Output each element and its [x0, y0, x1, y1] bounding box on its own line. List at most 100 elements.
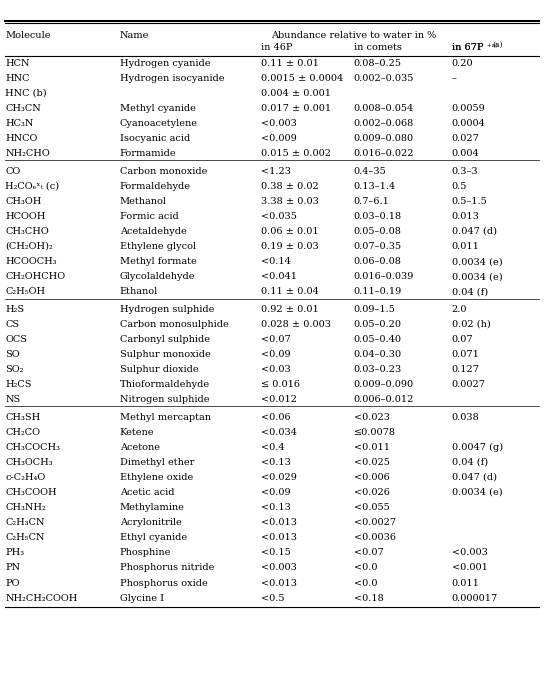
Text: Hydrogen sulphide: Hydrogen sulphide: [120, 305, 214, 314]
Text: 0.015 ± 0.002: 0.015 ± 0.002: [261, 149, 331, 158]
Text: 0.0027: 0.0027: [452, 380, 485, 389]
Text: 0.7–6.1: 0.7–6.1: [354, 197, 390, 206]
Text: <0.13: <0.13: [261, 458, 291, 466]
Text: NH₂CH₂COOH: NH₂CH₂COOH: [5, 593, 78, 602]
Text: Phosphorus nitride: Phosphorus nitride: [120, 563, 214, 572]
Text: 0.013: 0.013: [452, 212, 479, 221]
Text: 0.016–0.039: 0.016–0.039: [354, 272, 414, 281]
Text: <0.15: <0.15: [261, 548, 291, 557]
Text: <0.07: <0.07: [261, 335, 291, 344]
Text: Acrylonitrile: Acrylonitrile: [120, 518, 182, 527]
Text: 0.011: 0.011: [452, 578, 479, 587]
Text: Name: Name: [120, 31, 149, 40]
Text: 0.04 (f): 0.04 (f): [452, 287, 487, 296]
Text: H₂CS: H₂CS: [5, 380, 32, 389]
Text: HNC (b): HNC (b): [5, 88, 47, 98]
Text: Glycolaldehyde: Glycolaldehyde: [120, 272, 195, 281]
Text: Cyanoacetylene: Cyanoacetylene: [120, 119, 197, 128]
Text: HNC: HNC: [5, 73, 30, 83]
Text: PO: PO: [5, 578, 20, 587]
Text: 0.002–0.068: 0.002–0.068: [354, 119, 414, 128]
Text: C₂H₅CN: C₂H₅CN: [5, 533, 45, 542]
Text: 0.07–0.35: 0.07–0.35: [354, 242, 401, 251]
Text: 0.5–1.5: 0.5–1.5: [452, 197, 487, 206]
Text: 0.05–0.08: 0.05–0.08: [354, 227, 401, 236]
Text: Glycine I: Glycine I: [120, 593, 164, 602]
Text: Ethyl cyanide: Ethyl cyanide: [120, 533, 187, 542]
Text: <0.0027: <0.0027: [354, 518, 395, 527]
Text: <0.013: <0.013: [261, 578, 297, 587]
Text: 0.009–0.090: 0.009–0.090: [354, 380, 414, 389]
Text: CH₃NH₂: CH₃NH₂: [5, 503, 46, 512]
Text: 2.0: 2.0: [452, 305, 467, 314]
Text: 0.0004: 0.0004: [452, 119, 485, 128]
Text: <0.041: <0.041: [261, 272, 297, 281]
Text: NH₂CHO: NH₂CHO: [5, 149, 50, 158]
Text: <0.003: <0.003: [261, 119, 297, 128]
Text: Carbon monosulphide: Carbon monosulphide: [120, 320, 228, 329]
Text: 0.19 ± 0.03: 0.19 ± 0.03: [261, 242, 319, 251]
Text: Carbon monoxide: Carbon monoxide: [120, 167, 207, 176]
Text: CH₃CN: CH₃CN: [5, 104, 41, 113]
Text: C₂H₃CN: C₂H₃CN: [5, 518, 45, 527]
Text: <0.001: <0.001: [452, 563, 487, 572]
Text: c-C₂H₄O: c-C₂H₄O: [5, 473, 46, 482]
Text: 0.38 ± 0.02: 0.38 ± 0.02: [261, 182, 319, 191]
Text: <0.025: <0.025: [354, 458, 390, 466]
Text: CH₂OHCHO: CH₂OHCHO: [5, 272, 66, 281]
Text: <0.011: <0.011: [354, 442, 390, 451]
Text: Methanol: Methanol: [120, 197, 166, 206]
Text: <0.026: <0.026: [354, 488, 390, 497]
Text: 0.0034 (e): 0.0034 (e): [452, 488, 502, 497]
Text: 0.07: 0.07: [452, 335, 473, 344]
Text: 0.11 ± 0.01: 0.11 ± 0.01: [261, 58, 319, 68]
Text: Phosphine: Phosphine: [120, 548, 171, 557]
Text: <0.023: <0.023: [354, 412, 390, 421]
Text: <0.003: <0.003: [261, 563, 297, 572]
Text: CH₃COOH: CH₃COOH: [5, 488, 57, 497]
Text: HCN: HCN: [5, 58, 30, 68]
Text: CO: CO: [5, 167, 21, 176]
Text: Formaldehyde: Formaldehyde: [120, 182, 191, 191]
Text: in 67P: in 67P: [452, 43, 486, 52]
Text: SO₂: SO₂: [5, 365, 24, 374]
Text: <0.18: <0.18: [354, 593, 384, 602]
Text: HCOOCH₃: HCOOCH₃: [5, 257, 57, 266]
Text: Formamide: Formamide: [120, 149, 176, 158]
Text: <0.0036: <0.0036: [354, 533, 395, 542]
Text: CH₃CHO: CH₃CHO: [5, 227, 49, 236]
Text: in comets: in comets: [354, 43, 401, 52]
Text: 0.03–0.18: 0.03–0.18: [354, 212, 401, 221]
Text: 0.127: 0.127: [452, 365, 479, 374]
Text: <0.055: <0.055: [354, 503, 390, 512]
Text: CH₃COCH₃: CH₃COCH₃: [5, 442, 60, 451]
Text: 0.11–0.19: 0.11–0.19: [354, 287, 402, 296]
Text: Ethylene oxide: Ethylene oxide: [120, 473, 193, 482]
Text: <0.07: <0.07: [354, 548, 384, 557]
Text: PN: PN: [5, 563, 21, 572]
Text: Methyl cyanide: Methyl cyanide: [120, 104, 195, 113]
Text: 0.05–0.40: 0.05–0.40: [354, 335, 401, 344]
Text: <0.009: <0.009: [261, 134, 297, 143]
Text: 0.028 ± 0.003: 0.028 ± 0.003: [261, 320, 331, 329]
Text: PH₃: PH₃: [5, 548, 24, 557]
Text: CH₃SH: CH₃SH: [5, 412, 41, 421]
Text: 0.002–0.035: 0.002–0.035: [354, 73, 414, 83]
Text: Ethylene glycol: Ethylene glycol: [120, 242, 196, 251]
Text: Ketene: Ketene: [120, 427, 154, 436]
Text: 0.038: 0.038: [452, 412, 479, 421]
Text: Sulphur dioxide: Sulphur dioxide: [120, 365, 199, 374]
Text: Carbonyl sulphide: Carbonyl sulphide: [120, 335, 209, 344]
Text: 0.4–35: 0.4–35: [354, 167, 386, 176]
Text: HNCO: HNCO: [5, 134, 38, 143]
Text: ≤0.0078: ≤0.0078: [354, 427, 395, 436]
Text: Methyl mercaptan: Methyl mercaptan: [120, 412, 211, 421]
Text: 0.5: 0.5: [452, 182, 467, 191]
Text: Acetaldehyde: Acetaldehyde: [120, 227, 187, 236]
Text: CS: CS: [5, 320, 20, 329]
Text: Dimethyl ether: Dimethyl ether: [120, 458, 194, 466]
Text: (a): (a): [492, 40, 503, 49]
Text: 0.92 ± 0.01: 0.92 ± 0.01: [261, 305, 319, 314]
Text: (CH₂OH)₂: (CH₂OH)₂: [5, 242, 53, 251]
Text: CH₃OCH₃: CH₃OCH₃: [5, 458, 53, 466]
